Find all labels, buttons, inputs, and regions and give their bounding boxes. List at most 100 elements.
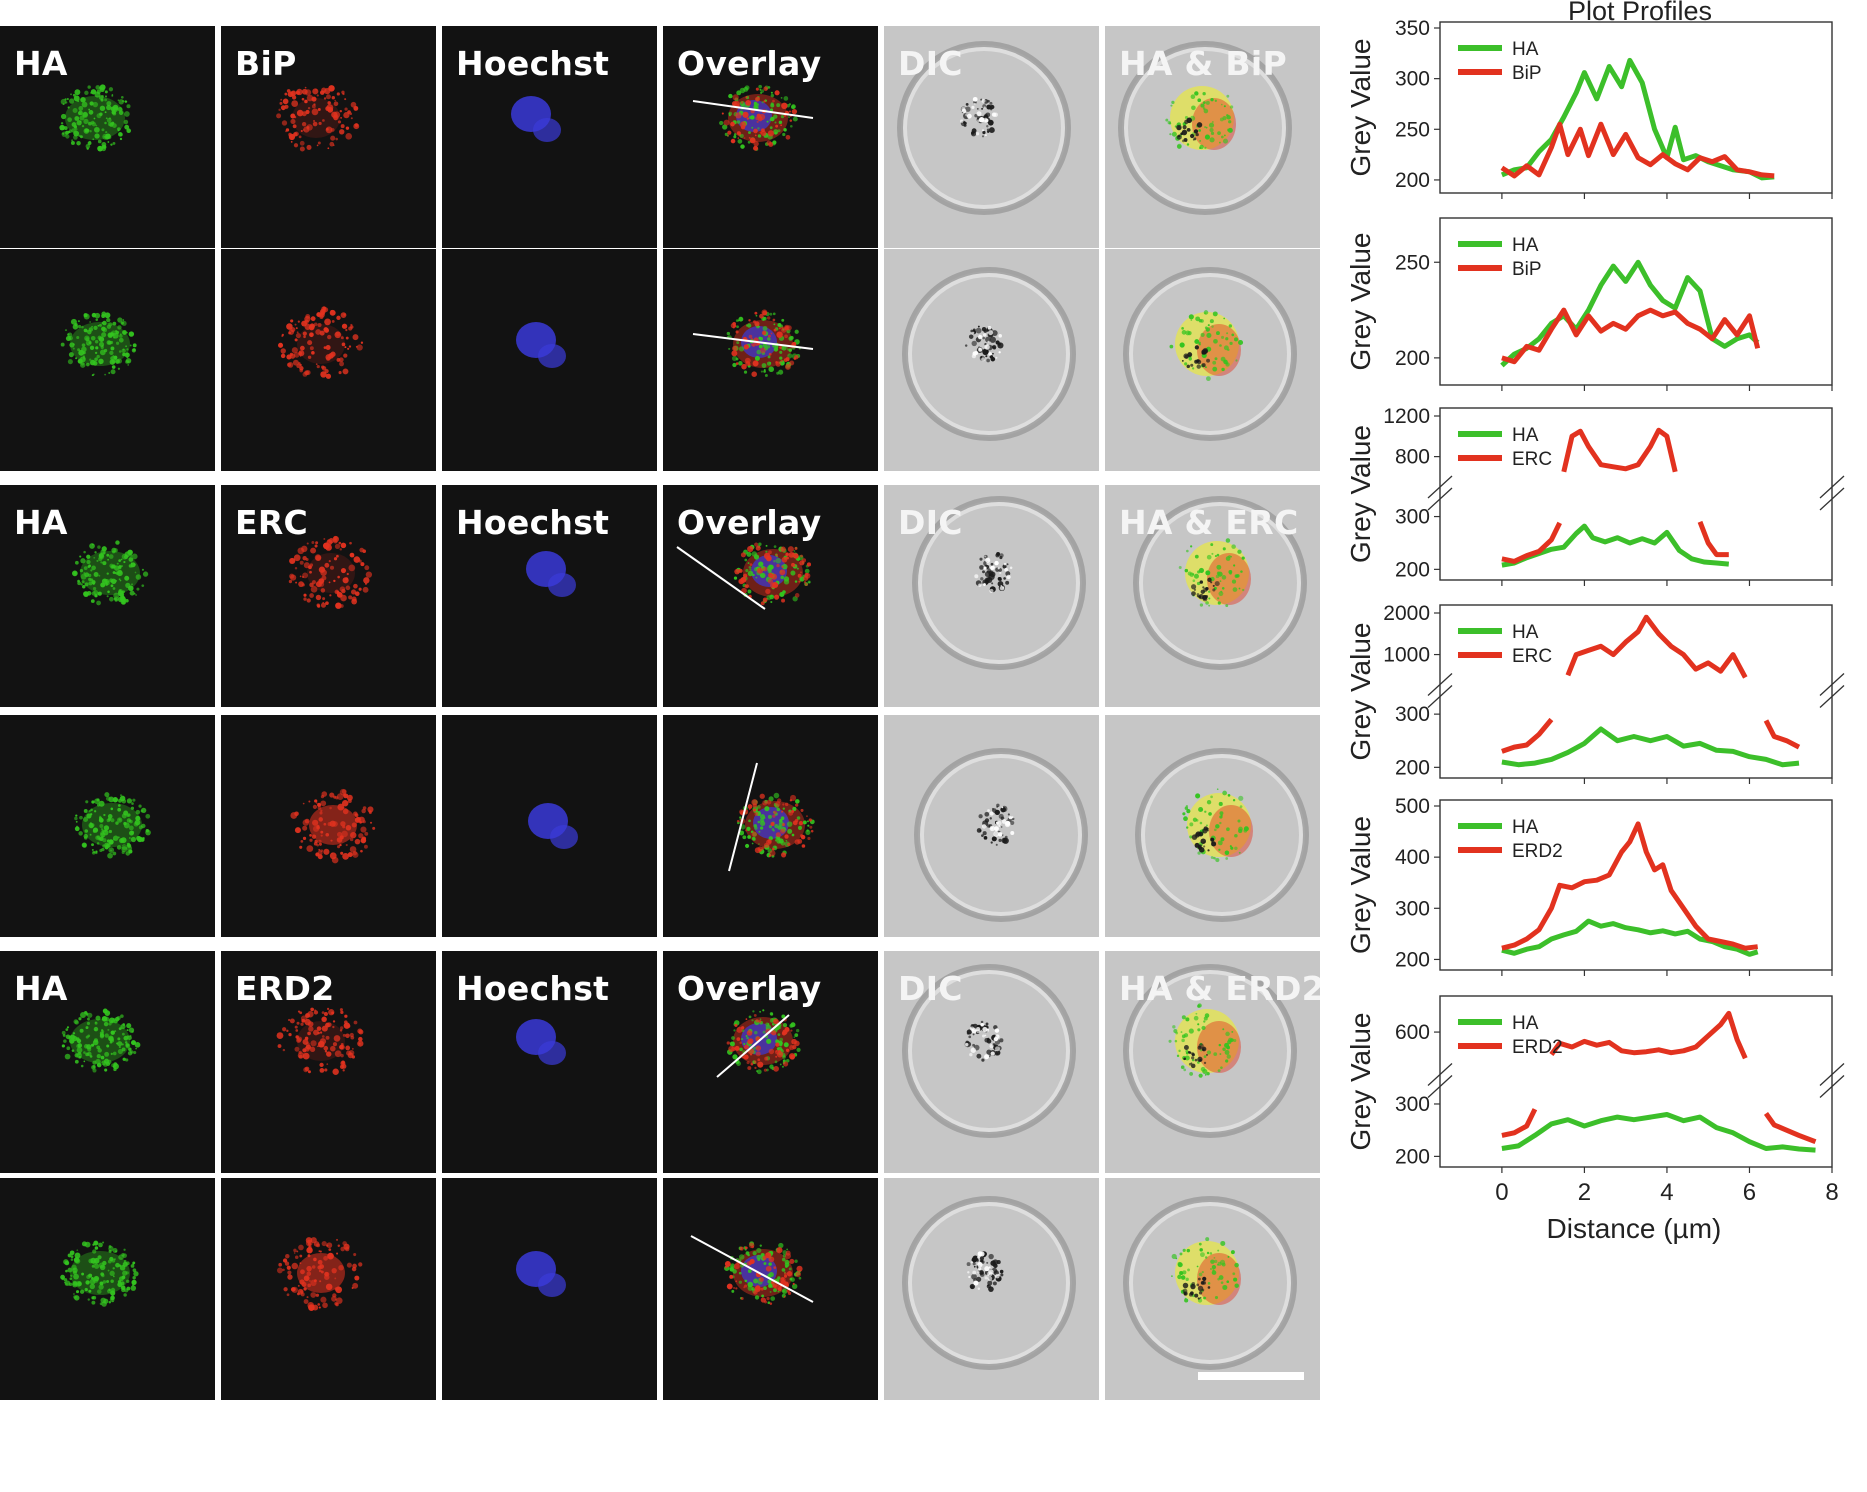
fluorescence-speck [122,1270,128,1276]
legend-label: HA [1512,622,1539,643]
fluorescence-speck [89,1278,96,1285]
fluorescence-speck [105,131,108,134]
fluorescence-speck [339,109,343,113]
fluorescence-speck [1236,574,1240,578]
fluorescence-speck [1002,564,1007,569]
fluorescence-speck [348,595,353,600]
fluorescence-speck [316,365,320,369]
fluorescence-speck [336,793,344,801]
fluorescence-speck [319,1038,327,1045]
fluorescence-speck [122,319,125,321]
fluorescence-speck [760,1287,764,1291]
fluorescence-speck [125,1058,129,1062]
fluorescence-speck [67,106,70,109]
fluorescence-speck [294,1046,300,1052]
fluorescence-speck [779,350,783,354]
fluorescence-speck [136,587,140,591]
fluorescence-speck [777,1276,781,1280]
fluorescence-speck [314,799,318,803]
fluorescence-speck [775,361,781,367]
fluorescence-speck [126,1035,130,1038]
fluorescence-speck [739,816,742,819]
fluorescence-speck [99,105,106,111]
y-tick-label: 250 [1395,118,1430,141]
fluorescence-speck [765,1252,772,1259]
fluorescence-speck [288,331,292,335]
fluorescence-speck [749,568,752,571]
fluorescence-speck [103,578,107,582]
fluorescence-speck [295,333,301,339]
fluorescence-speck [1177,1274,1182,1280]
fluorescence-speck [973,1265,976,1268]
fluorescence-speck [756,349,762,355]
fluorescence-speck [73,1257,80,1263]
fluorescence-speck [309,834,312,837]
fluorescence-speck [276,1267,283,1274]
fluorescence-speck [977,1261,983,1268]
fluorescence-speck [1230,846,1234,850]
fluorescence-speck [299,146,305,152]
fluorescence-speck [978,814,983,819]
fluorescence-speck [107,141,110,143]
fluorescence-speck [121,320,127,326]
fluorescence-speck [336,1297,343,1304]
fluorescence-speck [977,119,981,123]
fluorescence-speck [775,801,781,807]
fluorescence-speck [300,129,303,133]
fluorescence-speck [745,1251,750,1255]
fluorescence-speck [334,99,337,102]
fluorescence-speck [735,1287,738,1290]
fluorescence-speck [110,369,116,375]
fluorescence-speck [112,1065,116,1069]
fluorescence-speck [106,324,112,329]
fluorescence-speck [991,807,994,810]
fluorescence-speck [976,1053,982,1059]
fluorescence-speck [60,342,65,347]
fluorescence-speck [98,95,104,100]
fluorescence-speck [132,1275,136,1280]
fluorescence-speck [770,600,773,604]
fluorescence-speck [1198,594,1204,600]
fluorescence-speck [360,341,364,344]
fluorescence-speck [1206,376,1211,382]
fluorescence-speck [333,111,341,119]
fluorescence-speck [1211,1265,1217,1270]
fluorescence-speck [299,1262,302,1265]
fluorescence-speck [985,355,988,358]
fluorescence-speck [104,111,107,114]
fluorescence-speck [289,1018,295,1024]
fluorescence-speck [121,600,126,605]
fluorescence-speck [746,1036,749,1040]
fluorescence-speck [982,130,986,135]
fluorescence-speck [311,351,315,355]
fluorescence-speck [310,1292,317,1298]
fluorescence-speck [331,1011,335,1015]
fluorescence-speck [141,568,144,571]
fluorescence-speck [1204,312,1207,315]
fluorescence-speck [759,1010,762,1013]
fluorescence-speck [126,798,133,804]
fluorescence-speck [277,1044,282,1049]
fluorescence-speck [1196,595,1199,598]
fluorescence-speck [1190,1063,1196,1069]
fluorescence-speck [749,1053,753,1056]
fluorescence-speck [719,120,724,126]
fluorescence-speck [1004,835,1008,839]
fluorescence-speck [987,1037,990,1041]
fluorescence-speck [333,539,338,544]
cell-membrane [902,1196,1076,1370]
fluorescence-speck [285,128,290,132]
fluorescence-speck [748,1262,752,1265]
fluorescence-speck [350,589,357,595]
fluorescence-speck [1209,319,1214,324]
cell-membrane [1133,496,1307,670]
fluorescence-speck [121,1043,124,1046]
fluorescence-speck [788,336,793,341]
fluorescence-speck [104,121,107,125]
fluorescence-speck [1208,812,1212,816]
fluorescence-speck [1223,134,1226,137]
fluorescence-speck [1231,544,1236,549]
fluorescence-speck [81,124,85,128]
fluorescence-speck [85,800,89,804]
fluorescence-speck [320,849,324,853]
